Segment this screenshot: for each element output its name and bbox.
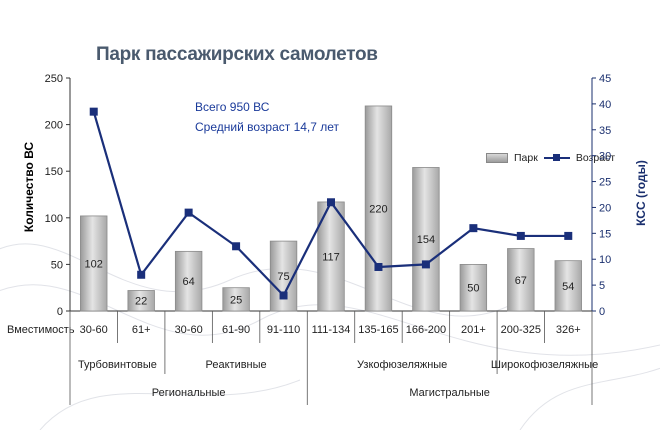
chart-title: Парк пассажирских самолетов: [96, 44, 378, 65]
y-right-tick-label: 10: [599, 254, 611, 266]
legend-label-age: Возраст: [575, 152, 616, 164]
x-tick-label: 30-60: [80, 324, 108, 336]
x-tick-label: 111-134: [312, 324, 351, 336]
group-label-level1: Турбовинтовые: [78, 359, 157, 371]
age-point: [89, 107, 98, 116]
y-left-tick-label: 100: [45, 213, 63, 225]
age-point: [137, 270, 146, 279]
x-tick-label: 30-60: [175, 324, 203, 336]
bar: [364, 105, 393, 312]
bar-value-label: 25: [230, 294, 242, 306]
bar-value-label: 67: [515, 275, 527, 287]
age-point: [184, 208, 193, 217]
bar: [554, 260, 582, 312]
bar-value-label: 64: [183, 276, 195, 288]
bar: [507, 248, 535, 312]
y-left-tick-label: 0: [57, 306, 63, 318]
y-right-tick-label: 40: [599, 99, 611, 111]
bar: [80, 215, 108, 312]
average-age-text: Средний возраст 14,7 лет: [195, 120, 340, 134]
group-label-level2: Магистральные: [409, 387, 490, 399]
x-tick-label: 61-90: [222, 324, 250, 336]
y-right-tick-label: 15: [599, 228, 611, 240]
bar: [412, 167, 440, 312]
y-right-tick-label: 0: [599, 306, 605, 318]
y-right-tick-label: 20: [599, 202, 611, 214]
age-point: [374, 262, 383, 271]
y-left-tick-label: 50: [51, 259, 63, 271]
age-point: [327, 198, 335, 207]
age-point: [279, 291, 288, 300]
group-label-level1: Широкофюзеляжные: [491, 359, 598, 371]
y-right-tick-label: 45: [599, 73, 611, 85]
bar-value-label: 22: [135, 296, 147, 308]
bar-value-label: 50: [467, 283, 479, 295]
bar: [127, 290, 155, 312]
bar: [459, 263, 488, 312]
bar-value-label: 220: [369, 203, 387, 215]
x-tick-label: 201+: [461, 324, 486, 336]
y-right-tick-label: 25: [599, 177, 611, 189]
bar-value-label: 117: [322, 251, 340, 263]
legend: Парк Возраст: [486, 152, 615, 164]
bar-value-label: 154: [417, 234, 435, 246]
x-tick-label: 61+: [132, 324, 151, 336]
age-point: [421, 260, 430, 269]
y-left-tick-label: 250: [45, 73, 63, 85]
y-right-tick-label: 30: [599, 151, 611, 163]
x-tick-label: 135-165: [358, 324, 398, 336]
group-label-level2: Региональные: [152, 387, 226, 399]
x-tick-label: 200-325: [501, 324, 541, 336]
total-count-text: Всего 950 ВС: [195, 100, 270, 114]
x-tick-label: 166-200: [406, 324, 446, 336]
age-point: [469, 224, 478, 233]
x-tick-label: 91-110: [267, 324, 300, 336]
x-tick-label: 326+: [556, 324, 581, 336]
age-point: [564, 231, 573, 240]
age-point: [516, 231, 525, 240]
legend-label-park: Парк: [514, 152, 538, 164]
group-label-level1: Узкофюзеляжные: [357, 359, 447, 371]
age-point: [232, 242, 241, 251]
y-left-tick-label: 200: [45, 120, 63, 132]
legend-bar-swatch: [486, 153, 508, 163]
y-left-tick-label: 150: [45, 166, 63, 178]
x-axis-label: Вместимость: [7, 324, 75, 336]
bar: [222, 287, 250, 312]
bar: [174, 250, 203, 312]
legend-line-swatch: [543, 153, 570, 163]
group-label-level1: Реактивные: [206, 359, 267, 371]
bar-value-label: 54: [562, 281, 574, 293]
bar-value-label: 75: [277, 271, 289, 283]
y-right-tick-label: 35: [599, 125, 611, 137]
y-right-tick-label: 5: [599, 280, 605, 292]
bar-value-label: 102: [85, 258, 103, 270]
